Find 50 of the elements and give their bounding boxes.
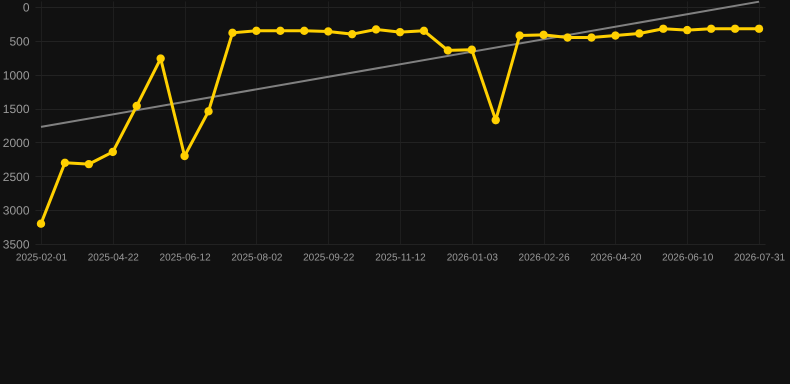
x-tick-label: 2025-08-02 xyxy=(231,252,283,264)
point xyxy=(84,160,94,168)
point xyxy=(156,54,165,63)
point xyxy=(611,31,620,40)
x-tick-label: 2025-02-01 xyxy=(16,252,68,264)
point xyxy=(36,220,46,228)
point xyxy=(348,30,356,38)
point xyxy=(468,46,476,54)
x-tick-label: 2025-09-22 xyxy=(303,252,355,264)
y-tick-label: 2000 xyxy=(2,136,30,150)
x-tick-label: 2025-11-12 xyxy=(375,252,426,264)
y-tick-label: 1500 xyxy=(2,102,30,116)
point xyxy=(683,26,692,34)
point xyxy=(396,28,404,36)
point xyxy=(204,107,213,116)
point xyxy=(730,24,740,33)
point xyxy=(563,33,572,42)
point xyxy=(276,26,285,35)
point xyxy=(635,29,644,38)
point xyxy=(539,30,548,40)
point xyxy=(420,26,428,35)
y-tick-label: 0 xyxy=(22,0,30,15)
x-tick-label: 2026-04-20 xyxy=(590,252,642,264)
y-tick-label: 1000 xyxy=(2,68,30,82)
point xyxy=(180,152,189,160)
point xyxy=(754,24,764,33)
point xyxy=(252,26,261,35)
point xyxy=(706,24,716,33)
y-tick-label: 3000 xyxy=(2,204,30,218)
y-tick-label: 2500 xyxy=(2,170,30,184)
x-tick-label: 2026-02-26 xyxy=(518,252,570,264)
point xyxy=(132,102,141,110)
x-tick-label: 2025-06-12 xyxy=(160,252,212,264)
point xyxy=(515,31,524,40)
x-tick-label: 2026-06-10 xyxy=(662,252,714,264)
point xyxy=(228,28,237,37)
point xyxy=(659,24,668,33)
point xyxy=(60,158,70,167)
x-tick-label: 2026-07-31 xyxy=(734,252,786,264)
point xyxy=(108,148,117,156)
x-tick-label: 2025-04-22 xyxy=(88,252,140,264)
y-tick-label: 3500 xyxy=(2,238,30,252)
point xyxy=(324,27,332,36)
point xyxy=(300,26,308,35)
y-tick-label: 500 xyxy=(9,34,30,48)
point xyxy=(372,25,380,34)
point xyxy=(444,46,452,55)
point xyxy=(587,33,596,42)
point xyxy=(492,116,500,124)
x-tick-label: 2026-01-03 xyxy=(446,252,498,264)
